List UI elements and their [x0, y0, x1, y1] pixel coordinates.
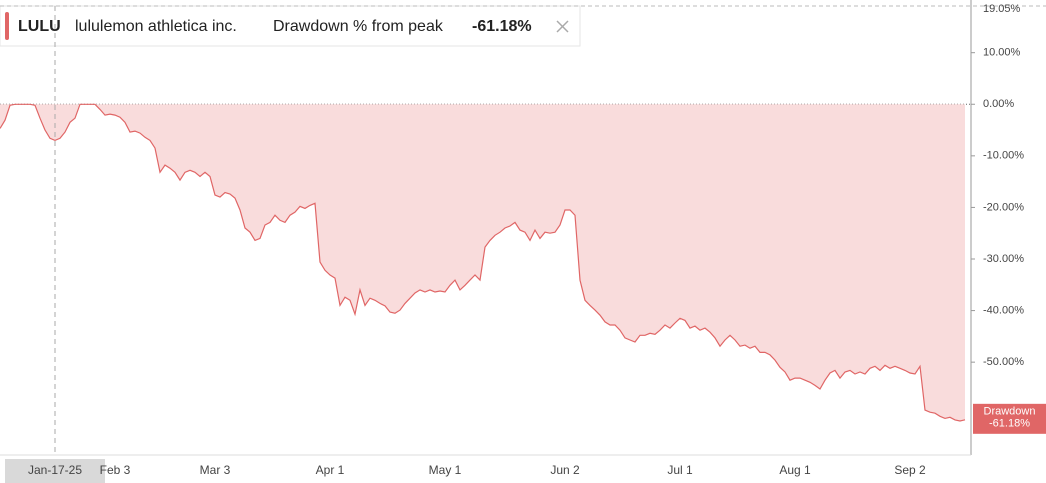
- x-tick-label: Sep 2: [894, 463, 926, 477]
- legend-box: [0, 5, 581, 47]
- ticker: LULU: [18, 18, 61, 35]
- close-button[interactable]: [556, 20, 569, 33]
- y-tick-label: 10.00%: [983, 47, 1021, 59]
- x-tick-label: Aug 1: [779, 463, 811, 477]
- x-tick-label: May 1: [429, 463, 462, 477]
- x-tick-label: Feb 3: [100, 463, 131, 477]
- x-tick-label: Mar 3: [200, 463, 231, 477]
- legend-swatch: [5, 12, 9, 40]
- x-tick-label: Jun 2: [550, 463, 580, 477]
- company: lululemon athletica inc.: [75, 18, 237, 35]
- legend-value: -61.18%: [472, 18, 532, 35]
- plot-area: [0, 103, 971, 422]
- metric: Drawdown % from peak: [273, 18, 444, 35]
- crosshair-label: Jan-17-25: [28, 463, 82, 477]
- y-tick-label: -20.00%: [983, 201, 1024, 213]
- x-tick-label: Jul 1: [667, 463, 693, 477]
- line: [0, 103, 966, 422]
- value-tag-name: Drawdown: [984, 406, 1036, 418]
- y-tick-label: 19.05%: [983, 3, 1021, 15]
- value-tag: [973, 403, 1046, 434]
- y-tick-label: -40.00%: [983, 304, 1024, 316]
- legend: LULU lululemon athletica inc. Drawdown %…: [0, 5, 581, 47]
- close-icon[interactable]: [556, 20, 569, 33]
- value-tag-value: -61.18%: [989, 418, 1030, 430]
- crosshair-label-box: [5, 459, 105, 483]
- y-tick-label: 0.00%: [983, 98, 1014, 110]
- y-tick-label: -30.00%: [983, 253, 1024, 265]
- y-tick-label: -50.00%: [983, 356, 1024, 368]
- x-tick-label: Apr 1: [316, 463, 345, 477]
- y-tick-label: -10.00%: [983, 150, 1024, 162]
